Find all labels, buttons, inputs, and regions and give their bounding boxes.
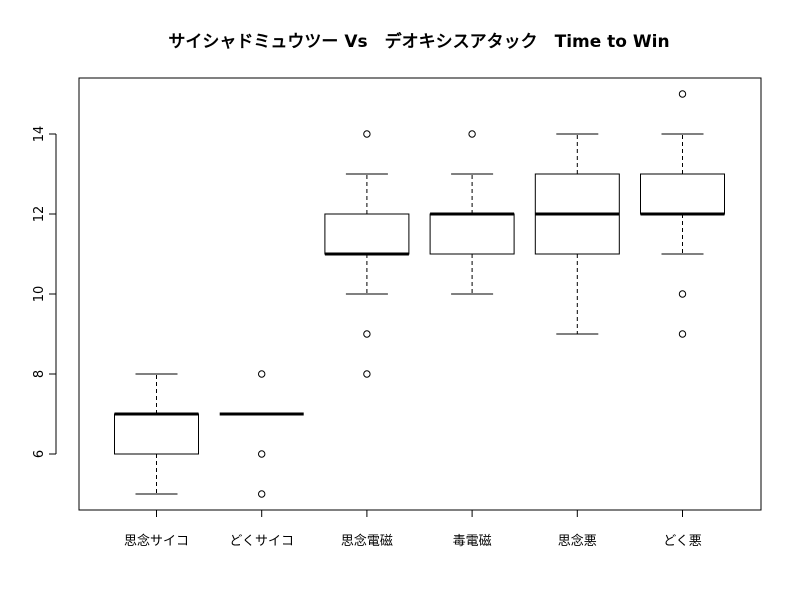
outlier-point [363, 130, 371, 138]
box-2 [219, 370, 304, 498]
y-axis: 6 8 10 12 14 [32, 126, 57, 458]
chart-title: サイシャドミュウツー Vs デオキシスアタック Time to Win [168, 31, 669, 52]
box-iqr [640, 173, 725, 215]
outlier-point [678, 290, 687, 298]
x-tick-label: どくサイコ [229, 534, 294, 549]
y-tick-label: 6 [32, 450, 47, 458]
x-tick-label: どく悪 [663, 534, 702, 549]
outlier-point [363, 370, 371, 378]
x-tick-label: 毒電磁 [453, 534, 492, 549]
outlier-point [258, 450, 266, 458]
x-tick-label: 思念電磁 [341, 533, 393, 549]
y-tick-label: 10 [32, 286, 47, 303]
x-axis: 思念サイコ どくサイコ 思念電磁 毒電磁 思念悪 どく悪 [124, 509, 702, 549]
x-tick-label: 思念サイコ [124, 533, 189, 549]
outlier-point [468, 130, 476, 138]
box-1 [114, 373, 199, 495]
box-5 [534, 133, 620, 335]
outlier-point [258, 370, 266, 378]
y-tick-label: 12 [32, 206, 47, 223]
y-tick-label: 8 [32, 370, 47, 378]
box-iqr [324, 213, 410, 255]
outlier-point [678, 330, 687, 338]
x-tick-label: 思念悪 [558, 533, 597, 549]
box-iqr [114, 413, 199, 455]
box-4 [429, 130, 515, 295]
box-iqr [429, 213, 515, 255]
box-6 [640, 90, 725, 338]
y-tick-label: 14 [32, 126, 47, 143]
outlier-point [678, 90, 687, 98]
outlier-point [258, 490, 266, 498]
box-3 [324, 130, 410, 378]
outlier-point [363, 330, 371, 338]
boxes-group [114, 90, 725, 498]
